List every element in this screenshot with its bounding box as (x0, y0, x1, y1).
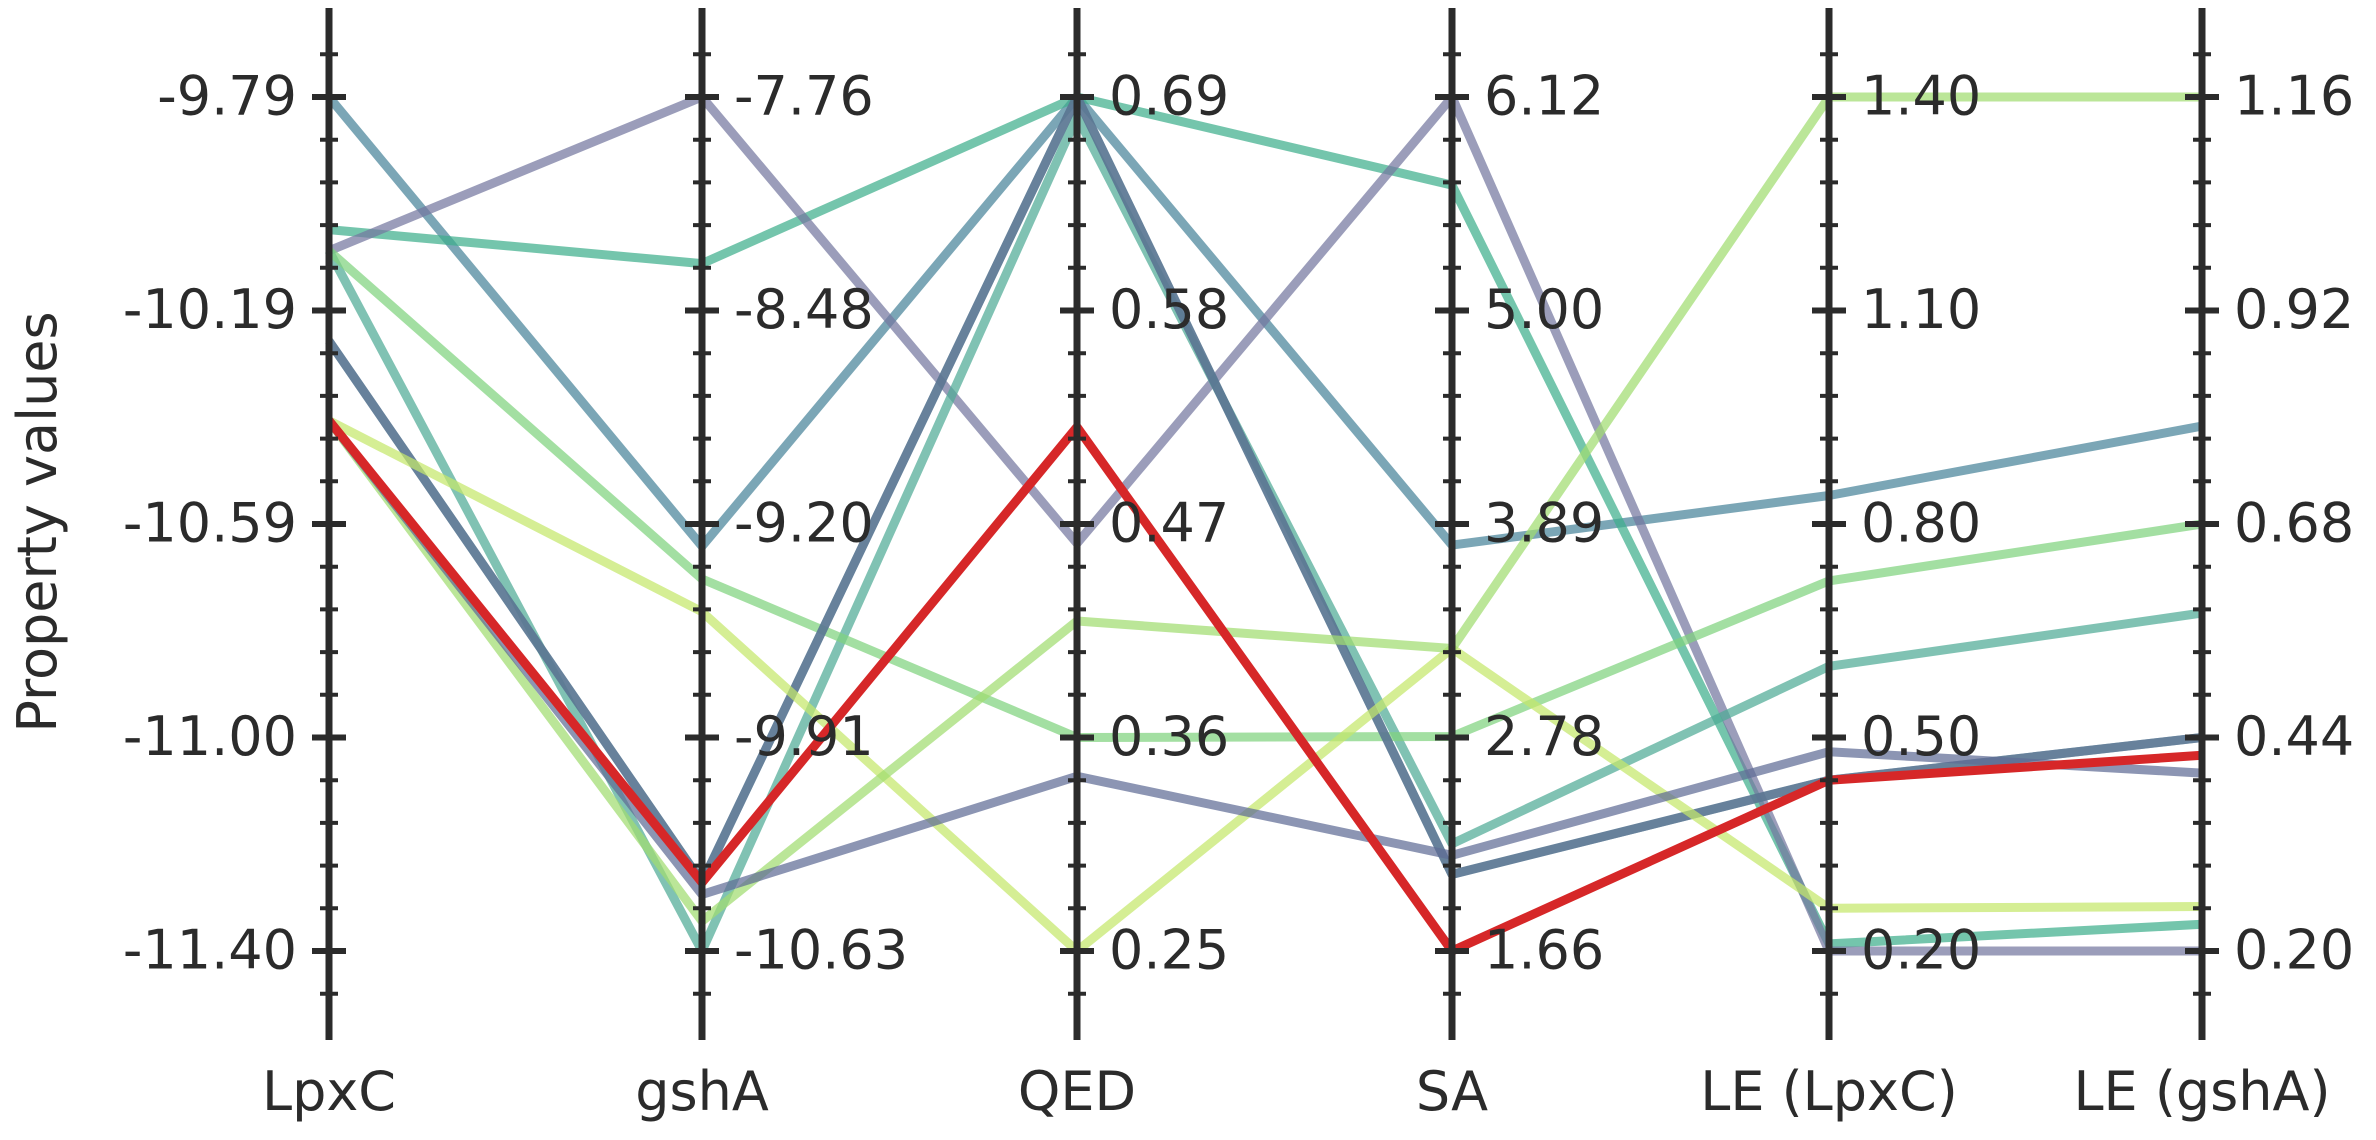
tick-label: 1.10 (1861, 278, 1981, 341)
tick-label: 0.69 (1109, 65, 1229, 128)
axis-labels: -9.79 -10.19 -10.59 -11.00 -11.40 LpxC -7.76 -8… (123, 65, 2354, 1123)
tick-label: -11.00 (123, 705, 297, 768)
axis-name-label: QED (1018, 1060, 1136, 1123)
tick-label: -8.48 (734, 278, 874, 341)
series-line-9 (325, 92, 2202, 926)
series-line-3 (327, 92, 2202, 956)
tick-label: -10.59 (123, 492, 297, 555)
tick-label: 0.36 (1109, 705, 1229, 768)
tick-label: 5.00 (1484, 278, 1604, 341)
tick-label: 0.20 (1861, 919, 1981, 982)
axis-name-label: SA (1416, 1060, 1488, 1123)
tick-label: 0.80 (1861, 492, 1981, 555)
tick-label: 0.58 (1109, 278, 1229, 341)
tick-label: -7.76 (734, 65, 874, 128)
tick-label: 1.16 (2234, 65, 2354, 128)
axes (312, 8, 2219, 1040)
axis-name-label: LE (LpxC) (1700, 1060, 1958, 1123)
tick-label: 3.89 (1484, 492, 1604, 555)
series-line-5 (326, 247, 2203, 742)
series-line-11 (325, 417, 2203, 956)
tick-label: -9.91 (734, 705, 874, 768)
tick-label: 0.44 (2234, 705, 2354, 768)
tick-label: 0.50 (1861, 705, 1981, 768)
axis-name-label: LpxC (262, 1060, 396, 1123)
series-lines (325, 92, 2203, 956)
tick-label: -10.19 (123, 278, 297, 341)
tick-label: -9.79 (157, 65, 297, 128)
y-axis-label: Property values (6, 311, 69, 732)
tick-label: -9.20 (734, 492, 874, 555)
tick-label: -10.63 (734, 919, 908, 982)
tick-label: -11.40 (123, 919, 297, 982)
axis-name-label: LE (gshA) (2073, 1060, 2330, 1123)
series-line-10 (325, 417, 2203, 899)
axis-name-label: gshA (635, 1060, 769, 1123)
series-line-2 (328, 92, 2203, 949)
tick-label: 0.25 (1109, 919, 1229, 982)
tick-label: 6.12 (1484, 65, 1604, 128)
tick-label: 1.66 (1484, 919, 1604, 982)
tick-label: 0.47 (1109, 492, 1229, 555)
tick-label: 1.40 (1861, 65, 1981, 128)
tick-label: 2.78 (1484, 705, 1604, 768)
tick-label: 0.68 (2234, 492, 2354, 555)
series-line-8 (326, 416, 2203, 956)
tick-label: 0.92 (2234, 278, 2354, 341)
tick-label: 0.20 (2234, 919, 2354, 982)
